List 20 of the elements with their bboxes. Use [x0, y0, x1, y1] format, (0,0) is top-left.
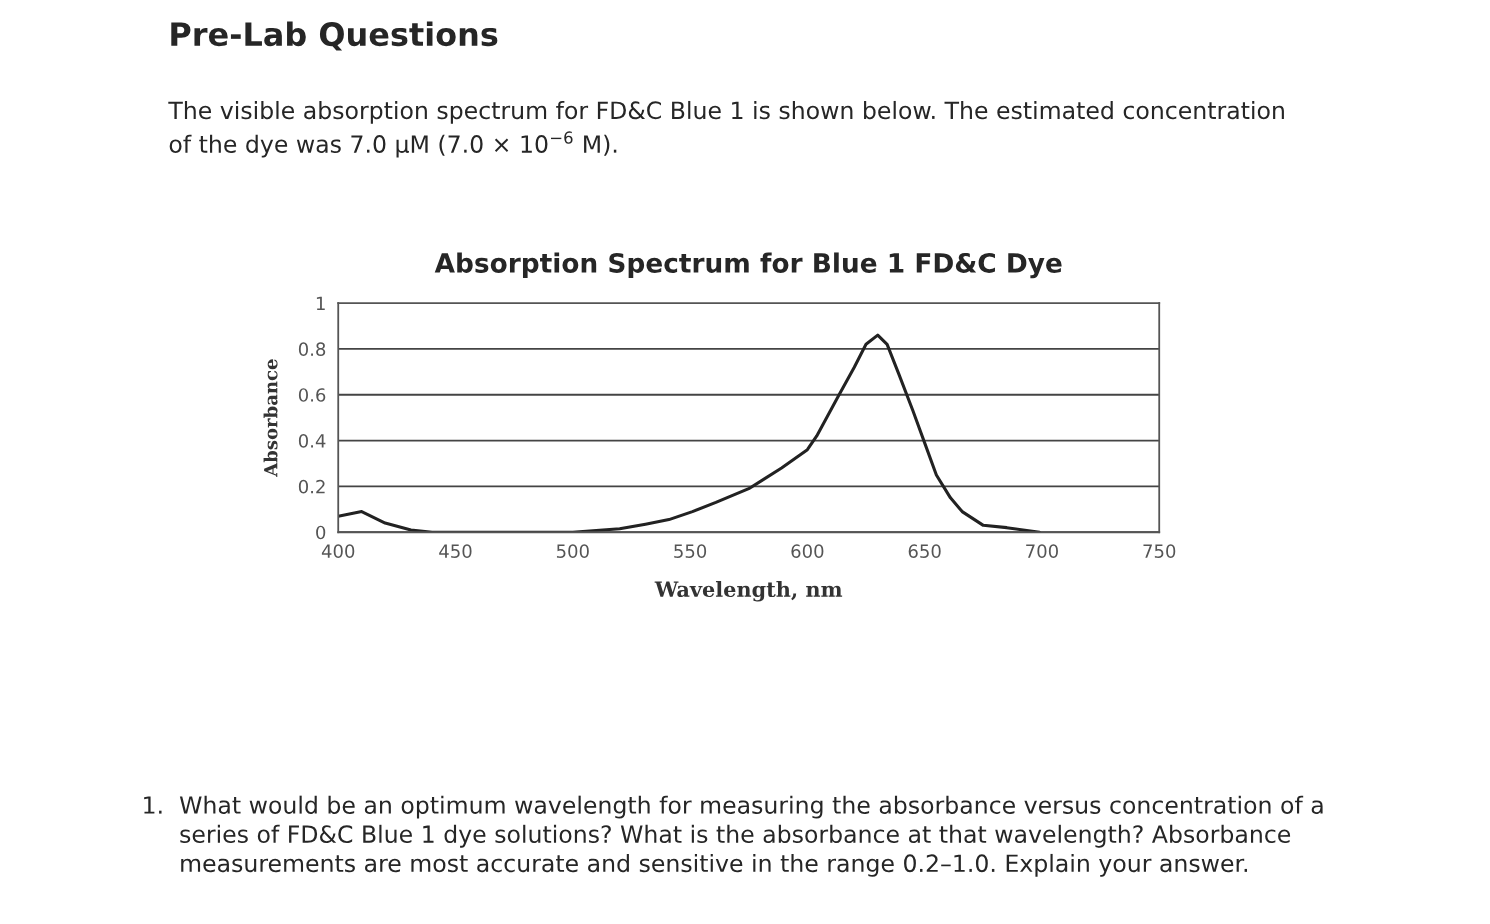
chart-title: Absorption Spectrum for Blue 1 FD&C Dye [434, 252, 1062, 279]
y-tick-label: 0.2 [298, 479, 325, 494]
x-tick-label: 700 [1026, 544, 1058, 559]
x-tick-label: 750 [1143, 544, 1176, 559]
y-tick-label: 0.4 [298, 434, 326, 448]
x-tick-label: 650 [908, 544, 941, 559]
x-tick-label: 450 [439, 544, 472, 559]
x-tick-label: 550 [674, 544, 707, 559]
x-tick-label: 500 [556, 544, 589, 559]
y-tick-label: 0 [316, 525, 326, 540]
x-tick-label: 400 [321, 544, 355, 559]
x-axis-title: Wavelength, nm [654, 580, 843, 602]
y-tick-label: 1 [316, 296, 325, 310]
text: Pre-Lab Questions [171, 21, 498, 51]
y-axis-title: Absorbance [263, 359, 278, 477]
y-tick-label: 0.8 [298, 342, 326, 357]
text: 1. What would be an optimum wavelength for measuring the absorbance versus concentration of a series of FD&C Blue 1 dye solutions? What is the absorbance at that wavelength? Absorbance measurements are most accurate and sensitive in the range 0.2–1.0. Explain your answer. [144, 795, 1323, 877]
x-tick-label: 600 [791, 544, 824, 559]
y-tick-label: 0.6 [298, 388, 326, 402]
text: The visible absorption spectrum for FD&C Blue 1 is shown below. The estimated concentration of the dye was 7.0 µM (7.0 × 10$^{−6}$ M). [168, 100, 1284, 158]
